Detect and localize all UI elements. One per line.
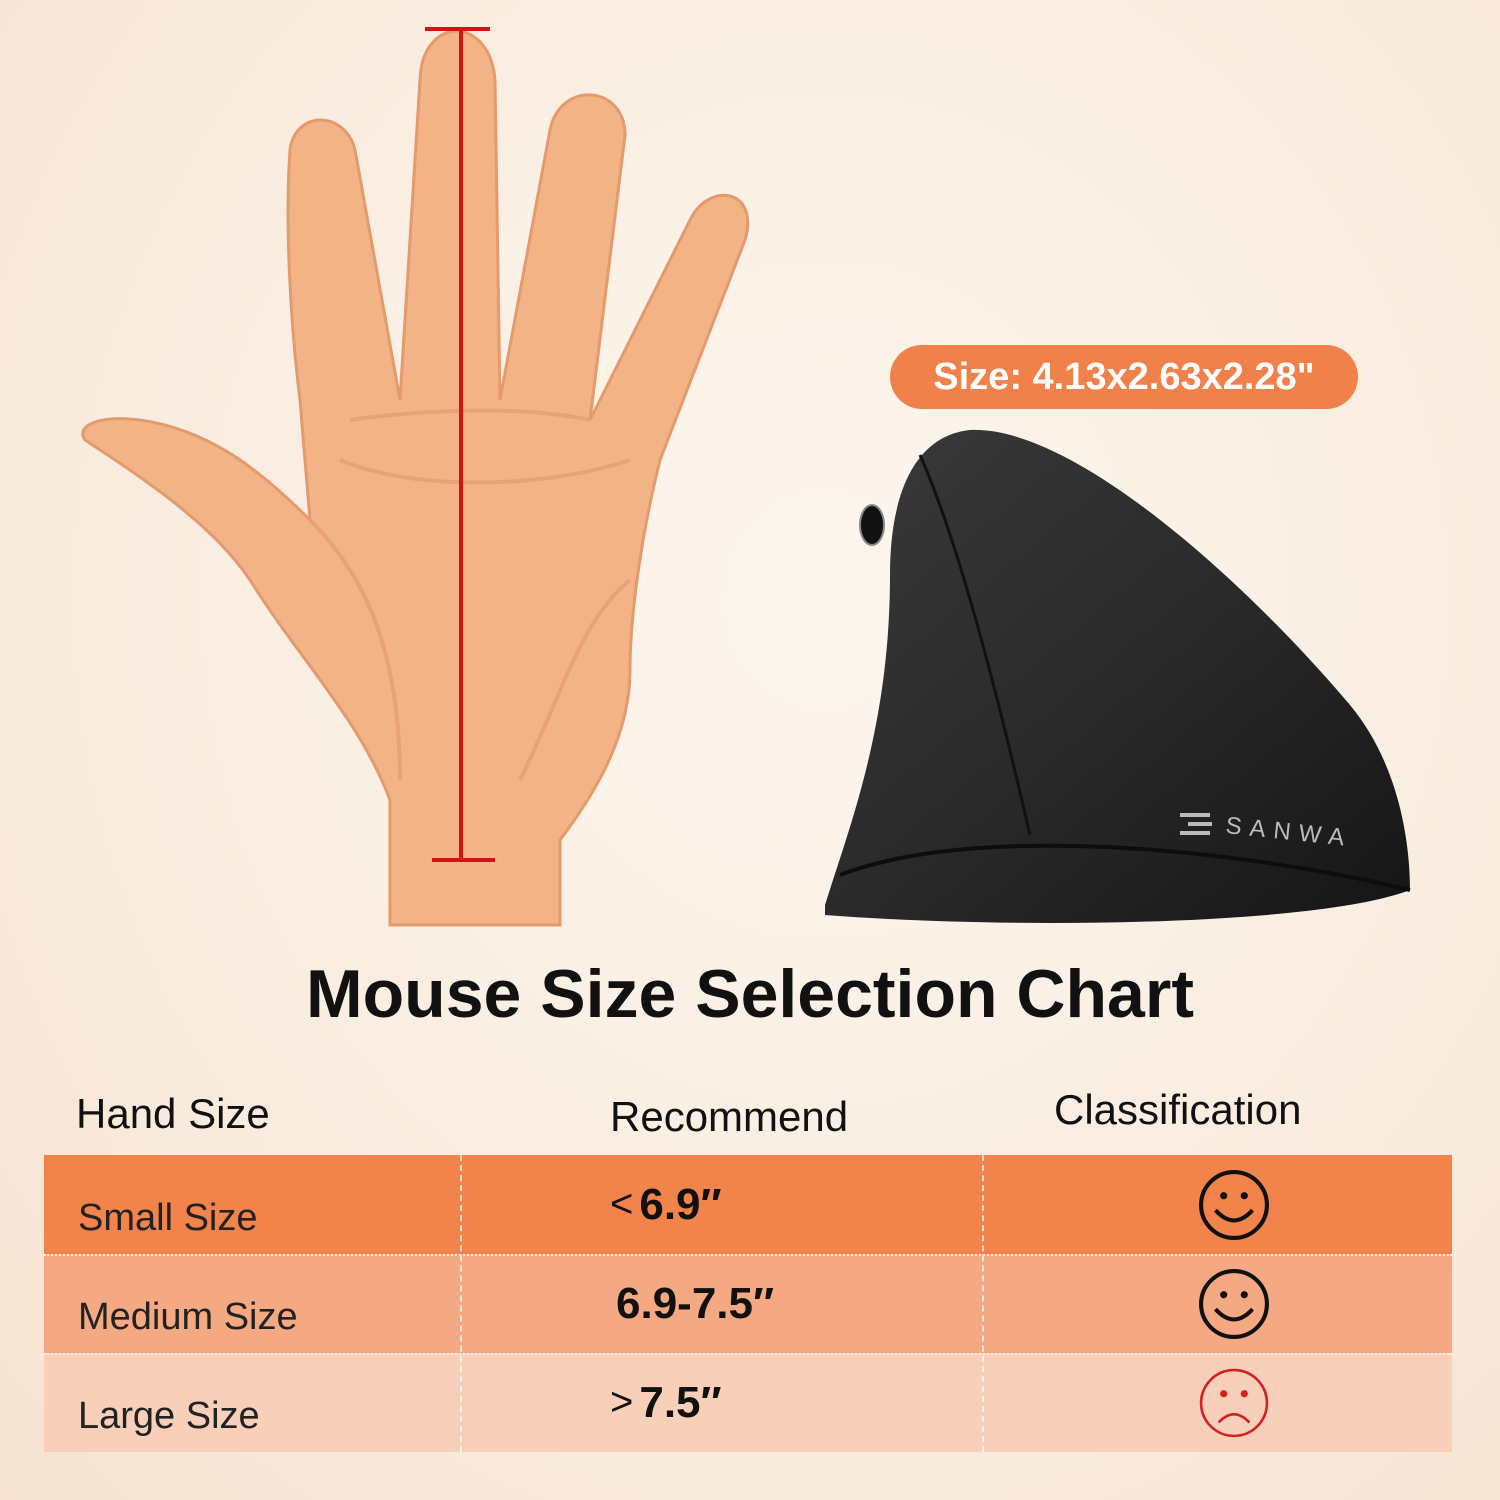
- hand-size-cell: Large Size: [78, 1395, 260, 1437]
- column-divider: [460, 1155, 462, 1452]
- sanwa-logo: [1180, 813, 1212, 835]
- recommend-value: 6.9-7.5″: [616, 1278, 775, 1328]
- vertical-mouse-image: SANWA: [825, 429, 1411, 923]
- page-title: Mouse Size Selection Chart: [306, 956, 1194, 1032]
- table-row: Large Size >7.5″: [44, 1353, 1452, 1452]
- recommend-cell: 6.9-7.5″: [610, 1254, 774, 1353]
- sad-face-icon: [1199, 1368, 1269, 1437]
- hand-size-cell: Small Size: [78, 1197, 258, 1239]
- size-table: Small Size <6.9″ Medium Size 6.9-7.5″ La…: [44, 1155, 1452, 1452]
- header-classification: Classification: [1054, 1086, 1302, 1133]
- recommend-cell: <6.9″: [610, 1155, 722, 1254]
- comparison-symbol: <: [610, 1182, 634, 1226]
- hand-illustration: [81, 29, 750, 927]
- hand-size-cell: Medium Size: [78, 1296, 298, 1338]
- classification-cell: [1194, 1254, 1274, 1353]
- row-divider: [44, 1254, 1452, 1256]
- smiley-face-icon: [1199, 1268, 1269, 1339]
- recommend-cell: >7.5″: [610, 1353, 722, 1452]
- header-recommend: Recommend: [610, 1093, 849, 1140]
- classification-cell: [1194, 1155, 1274, 1254]
- row-divider: [44, 1353, 1452, 1355]
- product-size-badge: Size: 4.13x2.63x2.28": [890, 345, 1358, 409]
- comparison-symbol: >: [610, 1380, 634, 1424]
- hand-length-measure-line: [425, 27, 495, 862]
- recommend-value: 6.9″: [639, 1179, 722, 1229]
- classification-cell: [1194, 1353, 1274, 1452]
- table-row: Small Size <6.9″: [44, 1155, 1452, 1254]
- table-row: Medium Size 6.9-7.5″: [44, 1254, 1452, 1353]
- smiley-face-icon: [1199, 1169, 1269, 1240]
- recommend-value: 7.5″: [639, 1377, 722, 1427]
- header-hand-size: Hand Size: [76, 1090, 270, 1137]
- column-divider: [982, 1155, 984, 1452]
